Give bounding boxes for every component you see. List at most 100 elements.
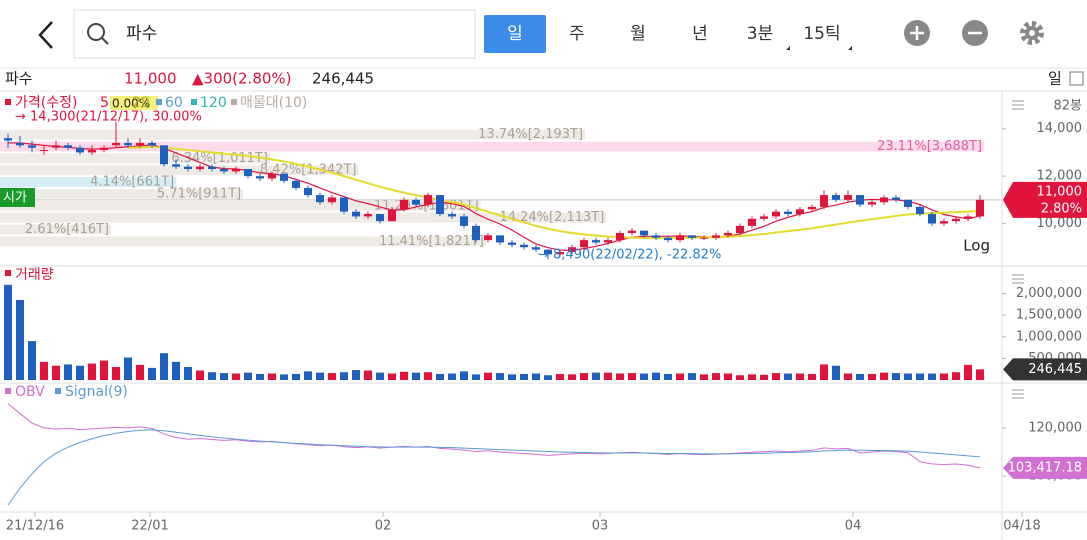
candle-body: [760, 216, 768, 219]
volume-profile-band: [0, 177, 177, 187]
candle-body: [16, 142, 24, 146]
x-tick-label: 03: [592, 519, 609, 534]
y-tick-label: 10,000: [1037, 216, 1083, 231]
menu-icon[interactable]: [1012, 389, 1024, 399]
volume-bar: [208, 372, 216, 380]
candle-body: [220, 169, 228, 172]
candle-body: [208, 166, 216, 170]
candle-body: [256, 176, 264, 179]
candle-body: [124, 142, 132, 146]
tab[interactable]: 주: [569, 24, 585, 44]
volume-bar: [688, 373, 696, 380]
open-label: 시가: [3, 191, 27, 206]
x-tick-label: 21/12/16: [6, 519, 64, 534]
menu-lines: [1012, 389, 1024, 399]
candle-body: [580, 240, 588, 248]
volume-bar: [88, 363, 96, 380]
tab[interactable]: 일: [507, 24, 523, 44]
back-button[interactable]: [38, 21, 53, 49]
volume-bar: [100, 360, 108, 380]
volume-bar: [916, 373, 924, 380]
volume-bar: [592, 372, 600, 380]
volume-profile-band: [0, 129, 586, 140]
y-tick-label: 2,000,000: [1016, 286, 1082, 301]
volume-bar: [256, 373, 264, 380]
volume-bar: [484, 372, 492, 380]
volume-profile-band: [0, 188, 244, 199]
candle-body: [448, 214, 456, 217]
menu-icon[interactable]: [1012, 274, 1024, 284]
period-label[interactable]: 일: [1048, 70, 1062, 88]
scale-label[interactable]: Log: [963, 237, 990, 255]
tab[interactable]: 3분: [747, 24, 773, 44]
tab[interactable]: 15틱: [803, 24, 840, 44]
current-change-tag-label: 2.80%: [1041, 201, 1082, 216]
candle-body: [664, 237, 672, 241]
volume-bar: [4, 284, 12, 380]
candle-body: [976, 199, 984, 217]
volume-bar: [532, 373, 540, 380]
candle-body: [364, 214, 372, 217]
tab[interactable]: 년: [692, 24, 708, 44]
volume-bar: [508, 374, 516, 380]
volume-bar: [124, 357, 132, 380]
volume-bar: [244, 372, 252, 380]
candle-body: [376, 214, 384, 222]
obv-tag-label: 103,417.18: [1008, 460, 1082, 475]
candle-body: [136, 142, 144, 146]
volume-bar: [700, 374, 708, 380]
volume-profile-band: [0, 236, 486, 247]
menu-icon[interactable]: [1012, 100, 1024, 110]
candle-body: [100, 147, 108, 151]
y-tick-label: 1,000,000: [1016, 329, 1082, 344]
candle-body: [400, 199, 408, 210]
candle-body: [304, 187, 312, 196]
legend-label: Signal(9): [65, 384, 128, 400]
tab[interactable]: 월: [630, 24, 646, 44]
candle-body: [844, 195, 852, 200]
moving-average-line: [8, 142, 981, 252]
settings-button[interactable]: [1020, 21, 1044, 45]
volume-bar: [628, 373, 636, 380]
volume-bar: [460, 371, 468, 380]
candle-body: [112, 142, 120, 146]
volume-bar: [580, 373, 588, 380]
volume-bar: [316, 372, 324, 380]
search-text[interactable]: 파수: [126, 24, 157, 44]
volume-bar: [40, 361, 48, 380]
menu-lines: [1012, 274, 1024, 284]
candle-body: [544, 249, 552, 255]
volume-bar: [772, 373, 780, 380]
volume-bar: [28, 341, 36, 380]
legend-label: 20: [132, 95, 150, 111]
volume-bar: [940, 373, 948, 380]
period-checkbox[interactable]: [1069, 71, 1084, 86]
candle-body: [832, 195, 840, 200]
volume-bar: [268, 373, 276, 380]
volume-bar: [412, 372, 420, 380]
candle-body: [40, 150, 48, 152]
volume-bar: [340, 372, 348, 380]
dropdown-mark: [848, 46, 852, 50]
active-tab[interactable]: [484, 15, 546, 53]
legend-swatch: [55, 388, 61, 394]
legend-label: 120: [200, 95, 227, 111]
candle-body: [232, 169, 240, 172]
candle-body: [292, 180, 300, 188]
candle-body: [436, 195, 444, 215]
volume-profile-band: [0, 224, 112, 235]
search-box[interactable]: [73, 9, 476, 59]
legend-swatch: [5, 388, 11, 394]
x-tick-label: 04/18: [1003, 519, 1040, 534]
volume-bar: [16, 300, 24, 380]
open-tag: [0, 188, 35, 207]
period-tabs: 일 주 월 년 3분 15틱: [484, 15, 852, 53]
legend-label: 가격(수정): [15, 95, 77, 111]
candle-body: [244, 169, 252, 177]
volume-bar: [136, 364, 144, 380]
plot-area: 13.74%[2,193T]23.11%[3,688T]6.34%[1,011T…: [0, 121, 1002, 506]
dividend-label: 0.00%: [112, 97, 150, 111]
volume-bar: [196, 370, 204, 380]
